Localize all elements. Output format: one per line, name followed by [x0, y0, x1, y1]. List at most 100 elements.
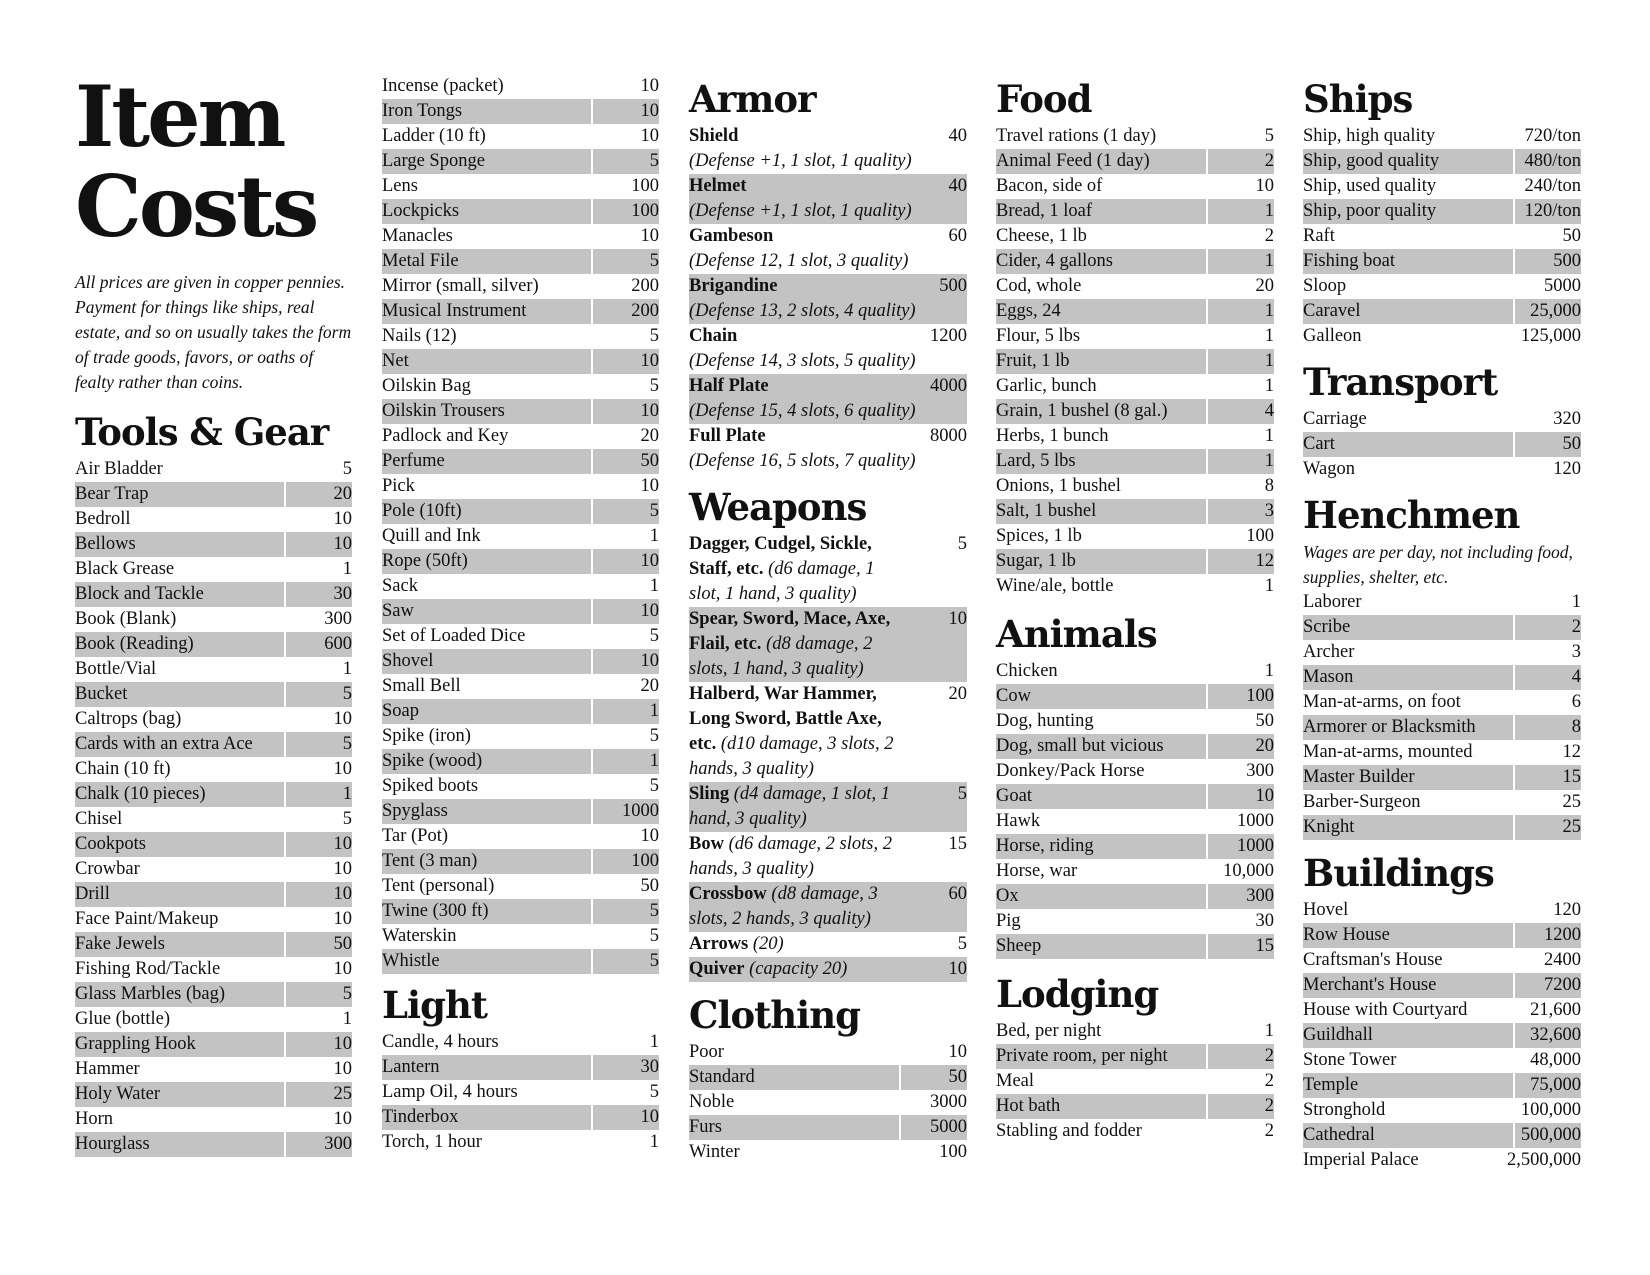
- item-name: Nails (12): [382, 326, 457, 346]
- item-name: Fake Jewels: [75, 934, 165, 954]
- item-name: Pole (10ft): [382, 501, 462, 521]
- list-item: Eggs, 24 1: [996, 299, 1274, 324]
- list-item: Grappling Hook 10: [75, 1032, 352, 1057]
- item-name: Horse, riding: [996, 836, 1094, 856]
- item-name: Chain: [689, 326, 738, 346]
- item-price: 15: [948, 834, 968, 854]
- item-name: Private room, per night: [996, 1046, 1168, 1066]
- section-heading-weapons: Weapons: [689, 485, 867, 529]
- item-price: 32,600: [1530, 1025, 1581, 1045]
- item-name: Fruit, 1 lb: [996, 351, 1070, 371]
- item-name: Bacon, side of: [996, 176, 1103, 196]
- list-item: Herbs, 1 bunch 1: [996, 424, 1274, 449]
- item-name: Dagger, Cudgel, Sickle, Staff, etc.: [689, 534, 872, 579]
- item-name: Man-at-arms, on foot: [1303, 692, 1461, 712]
- item-price: 1200: [930, 326, 967, 346]
- list-item: Meal 2: [996, 1069, 1274, 1094]
- section-heading-tools: Tools & Gear: [75, 410, 329, 454]
- item-price: 125,000: [1520, 326, 1581, 346]
- item-price: 1: [1264, 451, 1274, 471]
- item-name: Holy Water: [75, 1084, 160, 1104]
- item-name: Tent (3 man): [382, 851, 478, 871]
- item-price: 2: [1264, 1121, 1274, 1141]
- item-price: 100: [631, 851, 659, 871]
- item-price: 200: [631, 276, 659, 296]
- item-name: Merchant's House: [1303, 975, 1437, 995]
- list-item: Cod, whole 20: [996, 274, 1274, 299]
- list-item: Caravel 25,000: [1303, 299, 1581, 324]
- list-item: Drill 10: [75, 882, 352, 907]
- item-name: Sack: [382, 576, 418, 596]
- item-price: 50: [640, 876, 660, 896]
- list-item: Row House 1200: [1303, 923, 1581, 948]
- list-item: Hourglass 300: [75, 1132, 352, 1157]
- item-name: Lockpicks: [382, 201, 460, 221]
- item-price: 5: [342, 984, 352, 1004]
- item-name: Bottle/Vial: [75, 659, 157, 679]
- item-name: Spiked boots: [382, 776, 479, 796]
- item-name: Flour, 5 lbs: [996, 326, 1081, 346]
- list-item: Mason 4: [1303, 665, 1581, 690]
- item-price: 10: [333, 534, 353, 554]
- item-name: Chicken: [996, 661, 1058, 681]
- item-name: Mason: [1303, 667, 1354, 687]
- item-price: 10: [333, 1059, 353, 1079]
- item-name: Perfume: [382, 451, 445, 471]
- item-name: Dog, small but vicious: [996, 736, 1164, 756]
- item-price: 4: [1571, 667, 1581, 687]
- list-item: Sheep 15: [996, 934, 1274, 959]
- list-item: Chisel 5: [75, 807, 352, 832]
- item-name: Oilskin Bag: [382, 376, 471, 396]
- item-name: Hovel: [1303, 900, 1349, 920]
- list-item: Poor 10: [689, 1040, 967, 1065]
- list-item: Sugar, 1 lb 12: [996, 549, 1274, 574]
- item-price: 120: [1553, 900, 1581, 920]
- list-item: Cathedral 500,000: [1303, 1123, 1581, 1148]
- item-price: 4: [1264, 401, 1274, 421]
- section-heading-ships: Ships: [1303, 77, 1413, 121]
- page-title: Item Costs: [75, 72, 352, 252]
- item-name: Net: [382, 351, 409, 371]
- item-name: Quiver: [689, 959, 745, 979]
- item-name: Cider, 4 gallons: [996, 251, 1113, 271]
- item-name: Spike (wood): [382, 751, 483, 771]
- weapon-item: Spear, Sword, Mace, Axe, Flail, etc. (d8…: [689, 607, 967, 682]
- transport-list: Carriage 320 Cart 50 Wagon 120: [1303, 407, 1581, 482]
- item-name: Galleon: [1303, 326, 1362, 346]
- list-item: Saw 10: [382, 599, 659, 624]
- list-item: Fishing Rod/Tackle 10: [75, 957, 352, 982]
- item-name: Scribe: [1303, 617, 1351, 637]
- item-name: Lard, 5 lbs: [996, 451, 1076, 471]
- item-price: 10: [333, 909, 353, 929]
- list-item: Ox 300: [996, 884, 1274, 909]
- item-name: Glass Marbles (bag): [75, 984, 226, 1004]
- item-price: 2: [1571, 617, 1581, 637]
- item-name: Stone Tower: [1303, 1050, 1397, 1070]
- item-name: Eggs, 24: [996, 301, 1061, 321]
- list-item: Caltrops (bag) 10: [75, 707, 352, 732]
- item-price: 20: [333, 484, 353, 504]
- item-price: 50: [948, 1067, 968, 1087]
- item-price: 720/ton: [1524, 126, 1581, 146]
- item-detail: (d8 damage, 2 slots, 1 hand, 3 quality): [689, 634, 873, 679]
- item-detail: (Defense 15, 4 slots, 6 quality): [689, 401, 916, 421]
- tools-list-continued: Incense (packet) 10 Iron Tongs 10 Ladder (10…: [382, 74, 659, 974]
- item-price: 5: [649, 1082, 659, 1102]
- item-name: Sugar, 1 lb: [996, 551, 1076, 571]
- item-name: Guildhall: [1303, 1025, 1373, 1045]
- item-price: 20: [948, 684, 968, 704]
- item-price: 50: [1562, 434, 1582, 454]
- item-detail: (Defense 12, 1 slot, 3 quality): [689, 251, 909, 271]
- item-price: 40: [948, 126, 968, 146]
- item-name: Incense (packet): [382, 76, 504, 96]
- list-item: Goat 10: [996, 784, 1274, 809]
- item-name: Standard: [689, 1067, 755, 1087]
- item-price: 500,000: [1520, 1125, 1581, 1145]
- list-item: Air Bladder 5: [75, 457, 352, 482]
- list-item: Crowbar 10: [75, 857, 352, 882]
- item-price: 8000: [930, 426, 967, 446]
- item-price: 1: [342, 559, 352, 579]
- weapon-item: Bow (d6 damage, 2 slots, 2 hands, 3 qual…: [689, 832, 967, 882]
- item-price: 1: [342, 1009, 352, 1029]
- list-item: Cards with an extra Ace 5: [75, 732, 352, 757]
